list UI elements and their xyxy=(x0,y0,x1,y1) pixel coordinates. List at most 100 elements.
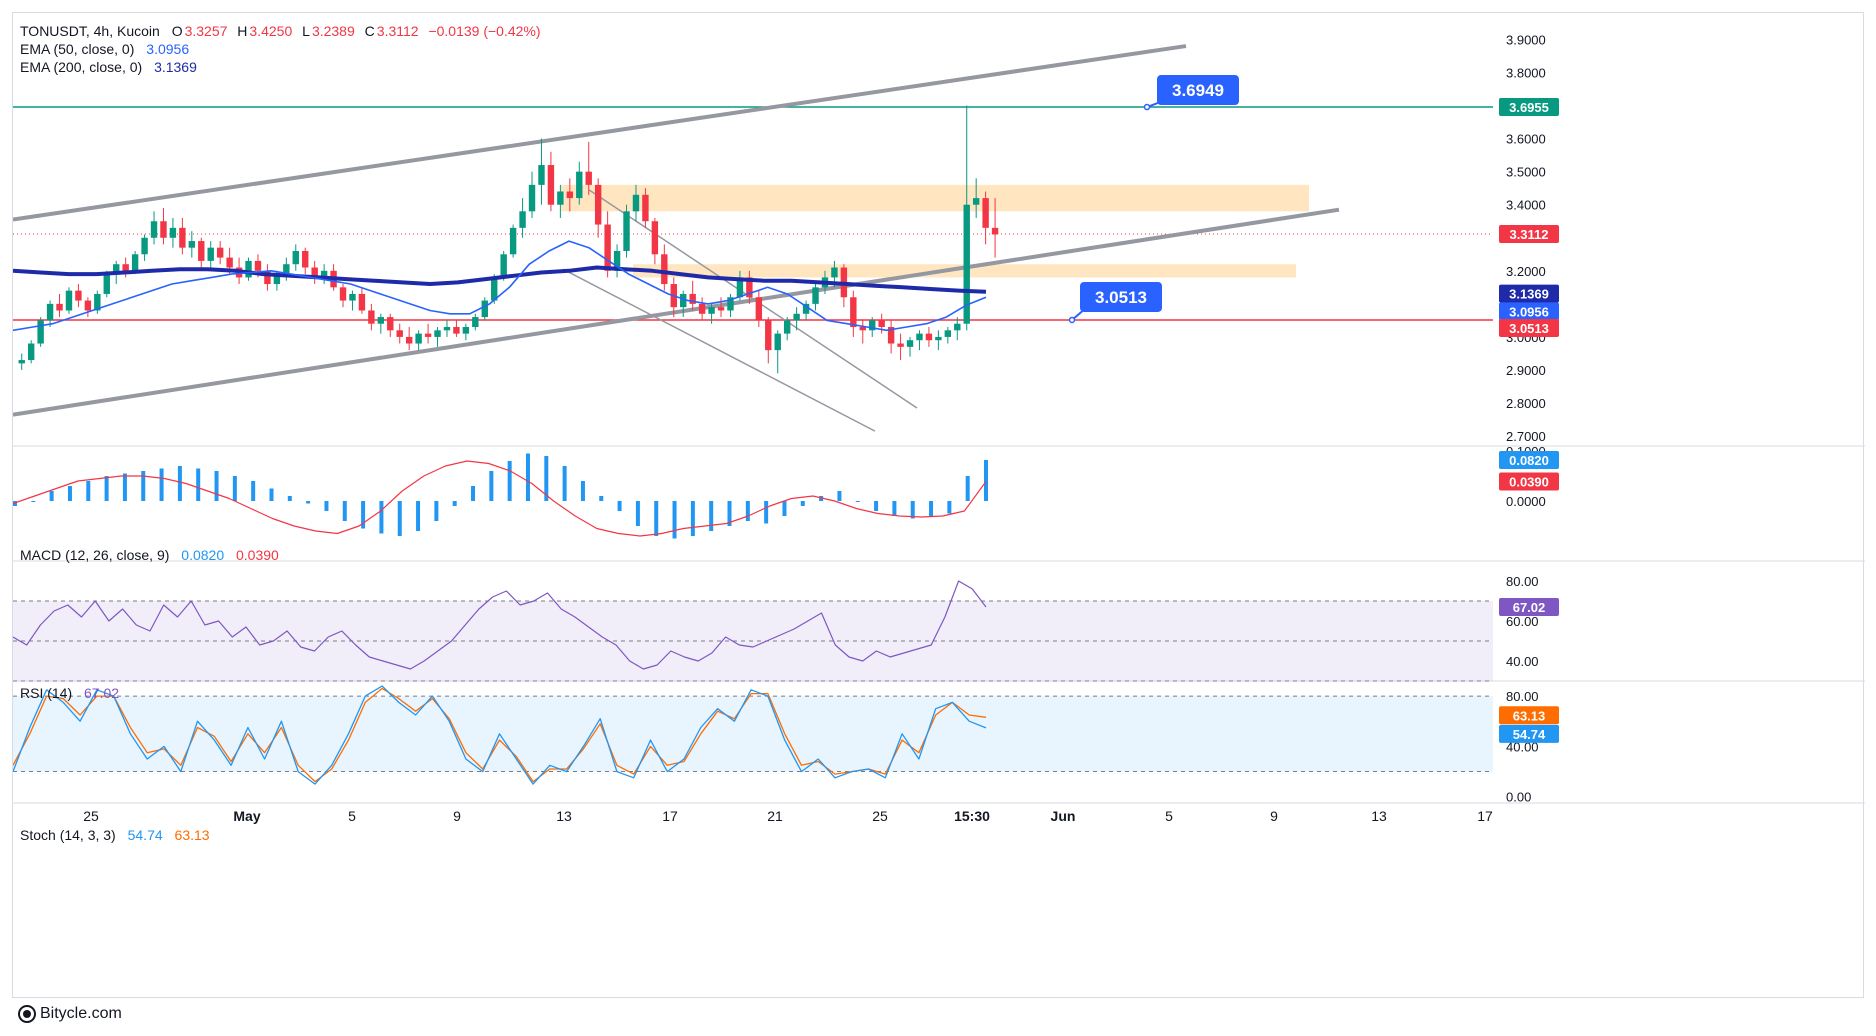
candle-body xyxy=(557,191,564,205)
ema200-value: 3.1369 xyxy=(154,59,197,75)
candle-body xyxy=(594,184,602,225)
high-callout-box xyxy=(1157,75,1239,106)
candle-body xyxy=(538,165,545,185)
macd-histogram-bar xyxy=(251,481,256,501)
stoch-legend: Stoch (14, 3, 3) 54.74 63.13 xyxy=(20,826,212,844)
candle-body xyxy=(661,254,668,285)
candle-body xyxy=(944,330,952,337)
candle-body xyxy=(311,267,318,278)
candle-body xyxy=(802,303,810,314)
macd-histogram-bar xyxy=(709,501,714,531)
candle-body xyxy=(604,224,611,271)
price-tag: 3.1369 xyxy=(1509,287,1549,302)
stoch-d-tag: 63.13 xyxy=(1513,708,1546,723)
candle-body xyxy=(103,274,110,294)
descending-channel-upper xyxy=(588,189,918,409)
stoch-k-tag-bg xyxy=(1499,724,1559,743)
candle-body xyxy=(387,317,394,331)
rsi-legend: RSI (14) 67.02 xyxy=(20,684,121,702)
candle-body xyxy=(623,211,630,251)
macd-signal-tag-bg xyxy=(1499,472,1559,491)
candle-body xyxy=(169,227,177,238)
macd-signal-line xyxy=(12,460,987,537)
candle-body xyxy=(972,198,980,205)
macd-histogram-bar xyxy=(86,481,91,501)
channel-upper-line xyxy=(12,44,1187,222)
price-tag-bg xyxy=(1499,318,1559,337)
macd-histogram-bar xyxy=(67,486,72,501)
candle-body xyxy=(887,327,895,344)
price-tag: 3.6955 xyxy=(1509,100,1549,115)
support-callout-box xyxy=(1080,281,1162,312)
ema50-label: EMA (50, close, 0) xyxy=(20,41,135,57)
macd-histogram-bar xyxy=(287,496,292,501)
candle-body xyxy=(774,333,781,351)
price-legend: TONUSDT, 4h, Kucoin O 3.3257 H 3.4250 L 3.2… xyxy=(20,22,543,76)
x-axis-label: 13 xyxy=(556,808,572,824)
candle-body xyxy=(642,194,649,222)
x-axis-label: 13 xyxy=(1371,808,1387,824)
macd-histogram-bar xyxy=(525,453,530,501)
candle-body xyxy=(755,297,763,321)
candle-body xyxy=(37,320,44,344)
candle-body xyxy=(368,310,375,324)
candle-body xyxy=(188,241,196,248)
rsi-label: RSI (14) xyxy=(20,685,73,701)
open-value: 3.3257 xyxy=(184,23,228,39)
footer-brand[interactable]: Bitycle.com xyxy=(18,1005,122,1023)
candle-body xyxy=(963,204,970,324)
macd-histogram-bar xyxy=(232,476,237,501)
candle-body xyxy=(75,290,82,301)
price-tick-label: 2.7000 xyxy=(1506,429,1546,444)
candle-body xyxy=(273,274,281,285)
macd-histogram-bar xyxy=(672,501,677,539)
candle-body xyxy=(982,198,989,228)
candle-body xyxy=(925,333,933,341)
macd-histogram-bar xyxy=(489,471,494,501)
ema50-row: EMA (50, close, 0) 3.0956 xyxy=(20,40,543,58)
candle-body xyxy=(415,333,422,344)
candle-body xyxy=(302,250,309,268)
price-tick-label: 3.9000 xyxy=(1506,32,1546,47)
stoch-k-line xyxy=(12,685,987,785)
x-axis-label: 5 xyxy=(1165,808,1173,824)
candle-body xyxy=(566,191,574,199)
x-axis-label: 25 xyxy=(872,808,888,824)
macd-histogram-bar xyxy=(910,501,915,519)
price-tick-label: 3.4000 xyxy=(1506,198,1546,213)
macd-histogram-bar xyxy=(452,501,457,506)
ema200-row: EMA (200, close, 0) 3.1369 xyxy=(20,58,543,76)
price-tick-label: 3.8000 xyxy=(1506,65,1546,80)
macd-histogram-bar xyxy=(361,501,366,529)
price-tag-bg xyxy=(1499,302,1559,321)
low-value: 3.2389 xyxy=(311,23,355,39)
price-tick-label: 2.9000 xyxy=(1506,363,1546,378)
candle-body xyxy=(812,287,819,304)
macd-histogram-bar xyxy=(837,491,842,501)
candle-body xyxy=(27,343,35,361)
ema50-line xyxy=(12,240,987,332)
candle-body xyxy=(349,293,356,301)
candle-body xyxy=(65,290,73,311)
candle-body xyxy=(689,293,696,304)
candle-body xyxy=(179,227,186,248)
macd-histogram-bar xyxy=(782,501,787,516)
price-tag-bg xyxy=(1499,225,1559,244)
support-callout-label: 3.0513 xyxy=(1095,288,1147,307)
price-tag-bg xyxy=(1499,98,1559,117)
candle-body xyxy=(613,250,621,271)
macd-histogram-bar xyxy=(471,486,476,501)
candle-body xyxy=(358,293,366,311)
macd-histogram-bar xyxy=(617,501,622,511)
macd-legend: MACD (12, 26, close, 9) 0.0820 0.0390 xyxy=(20,546,281,564)
candle-body xyxy=(547,165,555,205)
macd-histogram-bar xyxy=(196,468,201,501)
candle-body xyxy=(746,277,753,298)
candle-body xyxy=(207,247,214,261)
candle-body xyxy=(528,184,536,212)
candle-body xyxy=(509,227,517,255)
chart-canvas[interactable]: 3.90003.80003.60003.50003.40003.30003.20… xyxy=(12,13,1865,999)
rsi-tick-label: 60.00 xyxy=(1506,614,1539,629)
candle-body xyxy=(585,171,592,185)
macd-histogram-bar xyxy=(397,501,402,536)
